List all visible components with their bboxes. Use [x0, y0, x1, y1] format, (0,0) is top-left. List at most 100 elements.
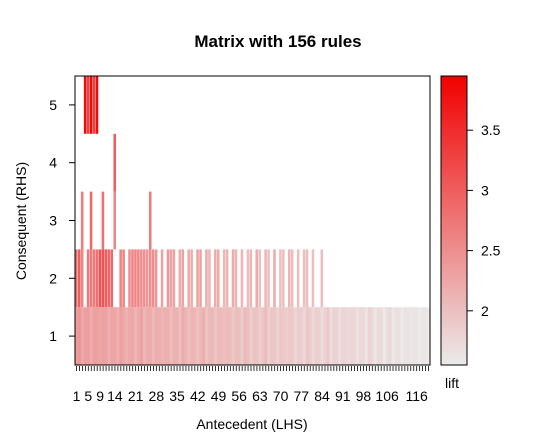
heatmap-cell: [178, 307, 182, 365]
heatmap-cell: [172, 307, 176, 365]
heatmap-cell: [424, 307, 428, 365]
heatmap-cell: [95, 76, 99, 134]
heatmap-cell: [214, 249, 217, 308]
heatmap-cell: [237, 307, 242, 365]
heatmap-cell: [137, 249, 140, 308]
y-tick-label: 3: [49, 213, 57, 229]
heatmap-cell: [148, 307, 153, 365]
heatmap-cell: [83, 76, 87, 134]
heatmap-cell: [332, 307, 336, 365]
heatmap-cell: [427, 307, 431, 365]
heatmap-cell: [75, 307, 79, 365]
x-tick-label: 49: [211, 388, 227, 404]
heatmap-cell: [314, 307, 318, 365]
heatmap-cell: [89, 191, 93, 250]
colorbar-tick-label: 2.5: [481, 243, 501, 259]
colorbar: 2 2.5 3 3.5: [440, 75, 501, 366]
heatmap-cell: [101, 307, 105, 365]
heatmap-cell: [364, 307, 369, 365]
heatmap-cell: [302, 307, 307, 365]
heatmap-cell: [113, 191, 117, 250]
heatmap-cell: [110, 307, 114, 365]
heatmap-cell: [86, 249, 90, 308]
y-tick-label: 5: [49, 97, 57, 113]
heatmap-cell: [219, 307, 224, 365]
x-tick-label: 42: [190, 388, 206, 404]
heatmap-cell: [273, 307, 277, 365]
y-axis: 1 2 3 4 5: [49, 97, 75, 344]
heatmap-cell: [222, 249, 226, 308]
heatmap-cell: [276, 307, 280, 365]
x-tick-label: 21: [128, 388, 144, 404]
heatmap-cell: [270, 307, 274, 365]
chart-title: Matrix with 156 rules: [194, 32, 361, 51]
heatmap-cell: [359, 307, 363, 365]
heatmap-cell: [258, 249, 261, 308]
heatmap-cell: [225, 307, 230, 365]
heatmap-cell: [338, 307, 342, 365]
heatmap-cell: [101, 191, 105, 250]
heatmap-cell: [86, 307, 91, 365]
heatmap-cell: [293, 307, 298, 365]
heatmap-cell: [326, 307, 330, 365]
heatmap-cell: [264, 249, 267, 308]
heatmap-cell: [252, 307, 256, 365]
heatmap-cell: [202, 307, 206, 365]
heatmap-cell: [80, 249, 84, 308]
heatmap-cell: [305, 249, 309, 308]
heatmap-cell: [119, 249, 122, 308]
x-tick-label: 35: [169, 388, 185, 404]
heatmap-cell: [370, 307, 375, 365]
heatmap-cell: [335, 307, 339, 365]
heatmap-cell: [305, 307, 310, 365]
heatmap-cell: [234, 307, 239, 365]
heatmap-cell: [264, 307, 268, 365]
heatmap-cell: [148, 249, 152, 308]
heatmap-cell: [95, 249, 99, 308]
heatmap-cell: [196, 307, 200, 365]
y-axis-label: Consequent (RHS): [13, 162, 29, 280]
colorbar-gradient: [440, 75, 468, 366]
heatmap-cell: [86, 76, 90, 134]
heatmap-cell: [211, 307, 215, 365]
heatmap-cell: [107, 307, 111, 365]
heatmap-cell: [187, 249, 190, 308]
heatmap-cell: [154, 249, 158, 308]
heatmap-cell: [217, 307, 221, 365]
heatmap-cell: [140, 249, 143, 308]
heatmap-cell: [148, 191, 152, 250]
heatmap-cell: [92, 76, 96, 134]
x-tick-label: 91: [335, 388, 351, 404]
heatmap-cell: [196, 249, 199, 308]
heatmap-cell: [290, 249, 294, 308]
heatmap-cell: [199, 249, 202, 308]
heatmap-cell: [228, 307, 233, 365]
heatmap-cell: [208, 307, 212, 365]
heatmap-cell: [122, 249, 125, 308]
heatmap-cell: [169, 249, 173, 308]
heatmap-cell: [205, 249, 208, 308]
heatmap-cell: [181, 249, 185, 308]
heatmap-cell: [75, 249, 78, 308]
heatmap-cell: [285, 307, 289, 365]
heatmap-cell: [367, 307, 372, 365]
heatmap-cell: [353, 307, 357, 365]
heatmap-cell: [169, 307, 174, 365]
heatmap-cell: [376, 307, 381, 365]
heatmap-cell: [151, 307, 156, 365]
heatmap-cell: [193, 307, 197, 365]
heatmap-cell: [255, 249, 259, 308]
heatmap-cell: [317, 307, 321, 365]
heatmap-cell: [403, 307, 407, 365]
heatmap-cell: [137, 307, 141, 365]
heatmap-cell: [175, 307, 179, 365]
heatmap-cell: [128, 249, 131, 308]
heatmap-cell: [234, 249, 238, 308]
heatmap-cell: [385, 307, 389, 365]
heatmap-cell: [373, 307, 378, 365]
heatmap-cell: [356, 307, 360, 365]
heatmap-cell: [258, 307, 262, 365]
heatmap-cell: [302, 249, 306, 308]
heatmap-cell: [240, 249, 244, 308]
